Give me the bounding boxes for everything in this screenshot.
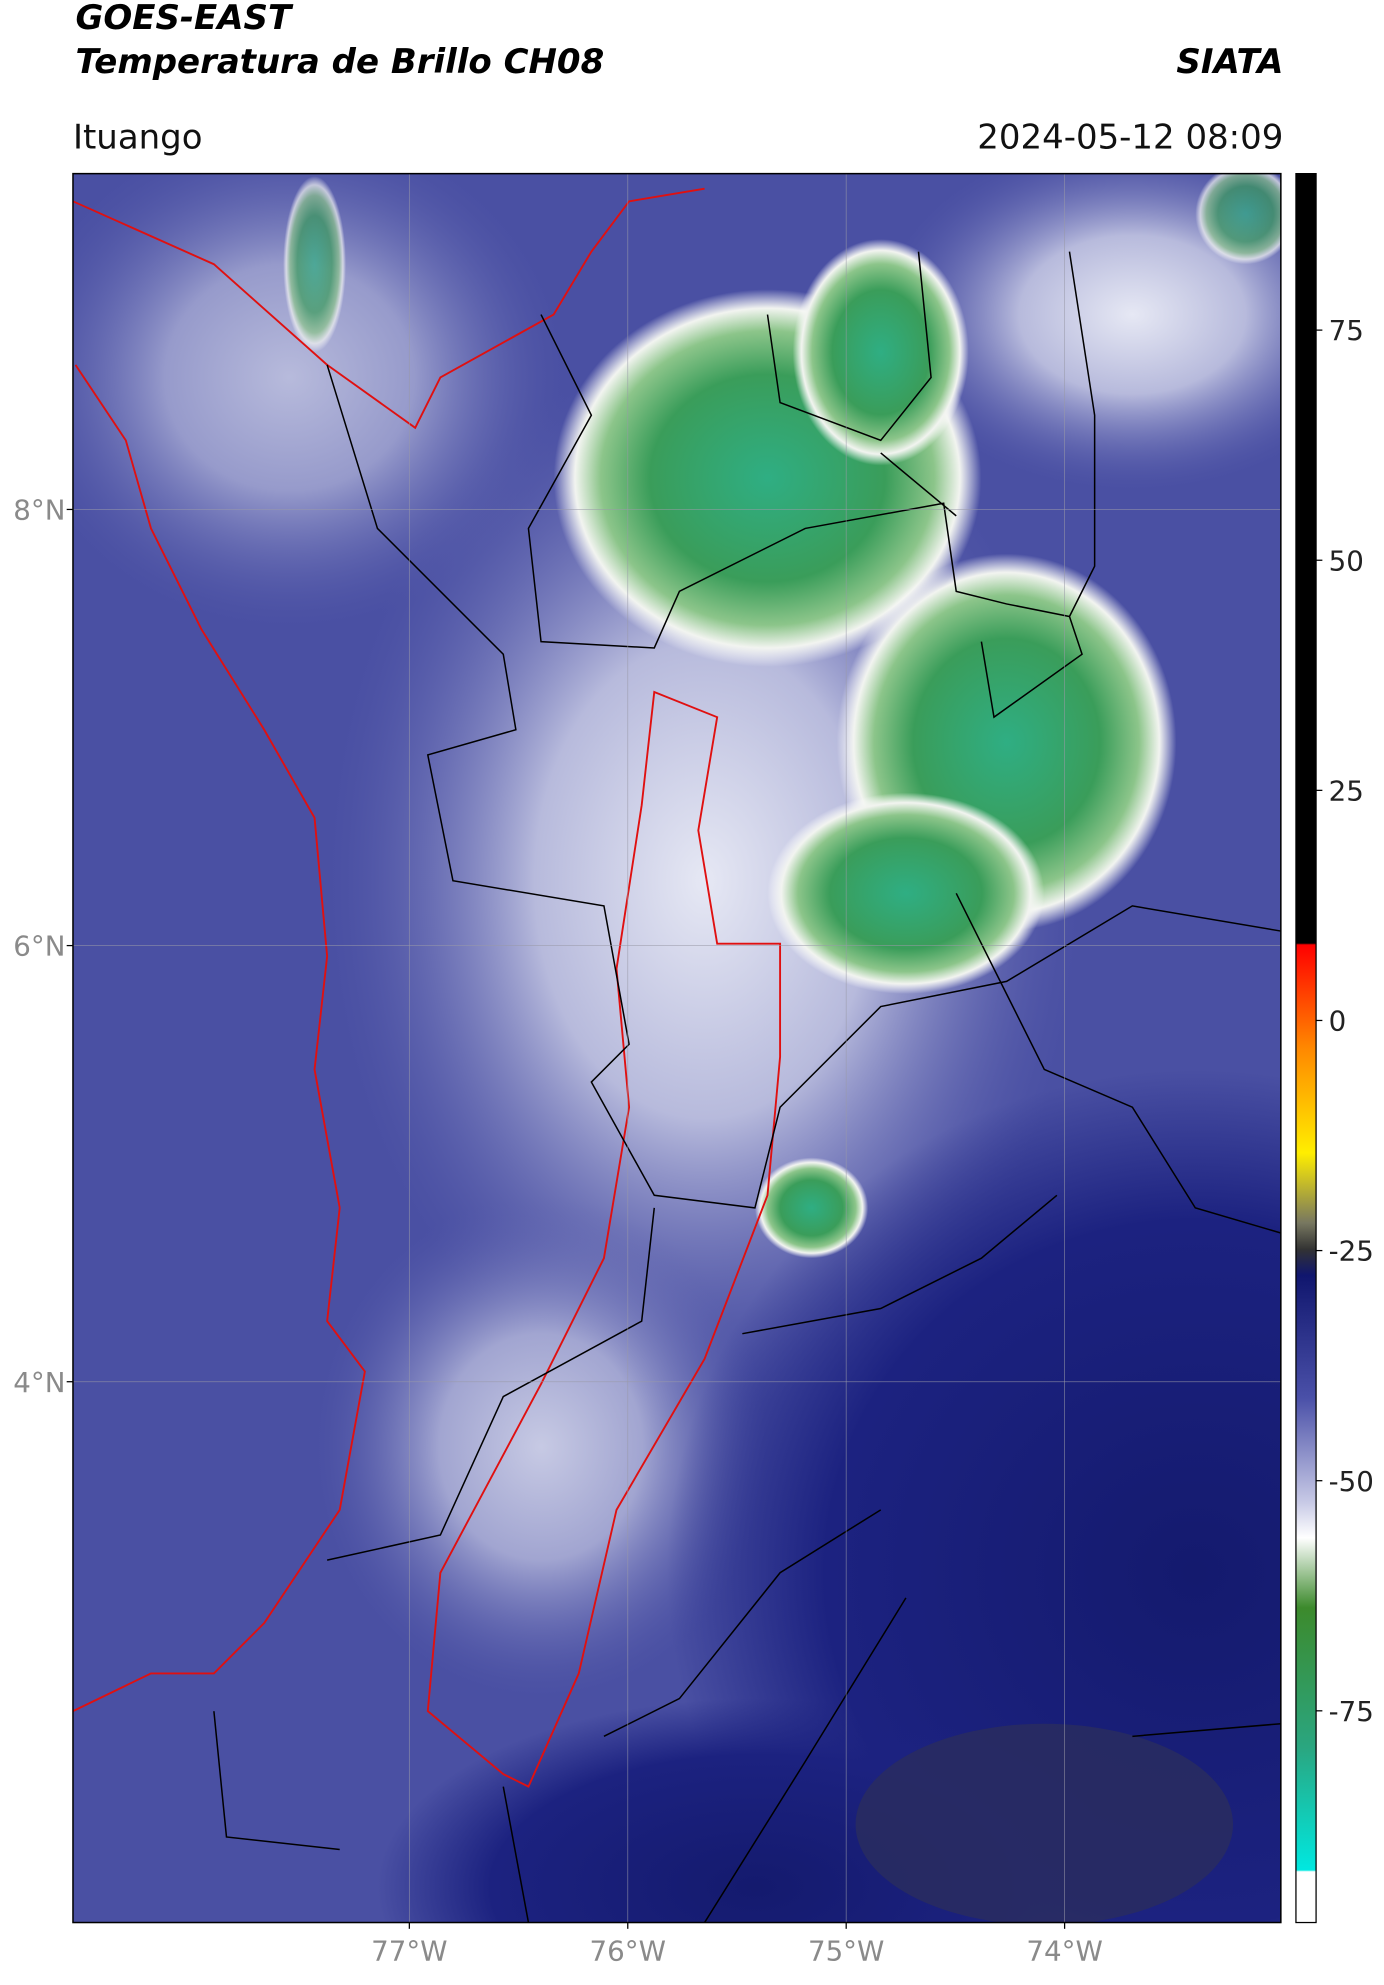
colorbar-tick-label: 75 bbox=[1329, 314, 1364, 347]
satellite-image bbox=[72, 173, 1281, 1923]
lat-tick-label: 4°N bbox=[13, 1366, 65, 1399]
datetime: 2024-05-12 08:09 bbox=[977, 117, 1283, 157]
colorbar-tick-label: 25 bbox=[1329, 774, 1364, 807]
lon-tick-label: 76°W bbox=[590, 1934, 666, 1967]
subtitle: Temperatura de Brillo CH08 bbox=[75, 42, 604, 82]
brand: SIATA bbox=[1176, 42, 1283, 82]
colorbar-tick-label: 0 bbox=[1329, 1005, 1347, 1038]
lat-tick-label: 8°N bbox=[13, 494, 65, 527]
map-frame bbox=[72, 172, 1282, 1924]
title: GOES-EAST bbox=[75, 0, 293, 38]
grid bbox=[72, 173, 1281, 1923]
axis-ticks: 77°W 76°W 75°W 74°W 8°N 6°N 4°N bbox=[13, 494, 1103, 1968]
figure: GOES-EAST Temperatura de Brillo CH08 SIA… bbox=[13, 0, 1374, 1968]
colorbar-tick-label: -25 bbox=[1329, 1235, 1374, 1268]
lon-tick-label: 77°W bbox=[371, 1934, 447, 1967]
colorbar-ticks: 75 50 25 0 -25 -50 -75 bbox=[1316, 314, 1374, 1728]
colorbar-tick-label: 50 bbox=[1329, 544, 1364, 577]
lon-tick-label: 75°W bbox=[808, 1934, 884, 1967]
lon-tick-label: 74°W bbox=[1026, 1934, 1102, 1967]
location: Ituango bbox=[73, 117, 203, 157]
colorbar bbox=[1295, 173, 1317, 1924]
colorbar-tick-label: -50 bbox=[1329, 1465, 1374, 1498]
colorbar-tick-label: -75 bbox=[1329, 1695, 1374, 1728]
lat-tick-label: 6°N bbox=[13, 930, 65, 963]
